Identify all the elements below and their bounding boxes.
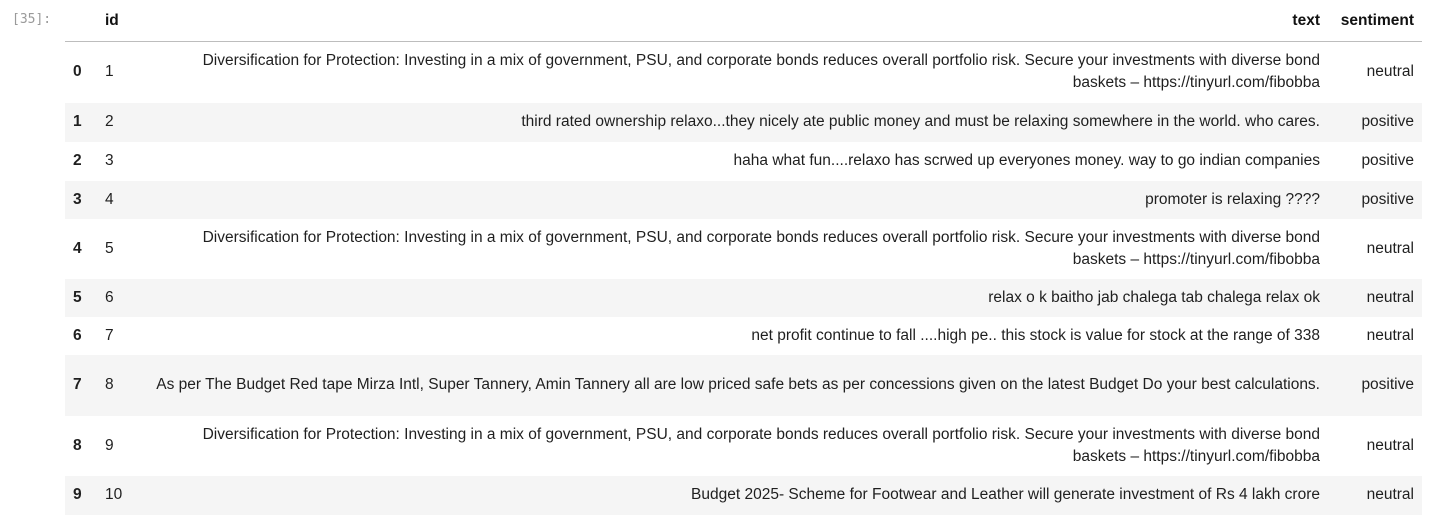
row-index: 5 bbox=[73, 288, 82, 306]
column-header-sentiment: sentiment bbox=[1328, 0, 1422, 42]
cell-text: haha what fun....relaxo has scrwed up ev… bbox=[733, 152, 1320, 169]
cell-id: 9 bbox=[105, 436, 114, 454]
table-row: 9 10 Budget 2025- Scheme for Footwear an… bbox=[65, 475, 1422, 515]
table-row: 1 2 third rated ownership relaxo...they … bbox=[65, 102, 1422, 142]
column-header-index bbox=[65, 0, 97, 42]
cell-text: net profit continue to fall ....high pe.… bbox=[751, 326, 1320, 344]
execution-count-label: [35]: bbox=[12, 12, 52, 27]
table-row: 7 8 As per The Budget Red tape Mirza Int… bbox=[65, 354, 1422, 416]
row-index: 0 bbox=[73, 63, 82, 81]
cell-sentiment: neutral bbox=[1366, 486, 1414, 503]
table-header-row: id text sentiment bbox=[65, 0, 1422, 42]
cell-id: 2 bbox=[105, 113, 114, 130]
cell-sentiment: positive bbox=[1361, 376, 1414, 393]
cell-text: As per The Budget Red tape Mirza Intl, S… bbox=[156, 376, 1320, 393]
cell-text: promoter is relaxing ???? bbox=[1145, 190, 1320, 208]
table-row: 8 9 Diversification for Protection: Inve… bbox=[65, 415, 1422, 476]
table-row: 3 4 promoter is relaxing ???? positive bbox=[65, 180, 1422, 219]
cell-id: 3 bbox=[105, 152, 114, 169]
row-index: 6 bbox=[73, 326, 82, 344]
cell-sentiment: neutral bbox=[1366, 63, 1414, 81]
cell-sentiment: neutral bbox=[1366, 436, 1414, 454]
dataframe-table: id text sentiment 0 1 Diversification fo… bbox=[65, 0, 1422, 515]
row-index: 8 bbox=[73, 436, 82, 454]
row-index: 3 bbox=[73, 190, 82, 208]
row-index: 7 bbox=[73, 376, 82, 393]
row-index: 1 bbox=[73, 113, 82, 130]
dataframe-output: id text sentiment 0 1 Diversification fo… bbox=[65, 0, 1422, 515]
cell-text: relax o k baitho jab chalega tab chalega… bbox=[988, 288, 1320, 306]
cell-sentiment: positive bbox=[1361, 152, 1414, 169]
table-row: 5 6 relax o k baitho jab chalega tab cha… bbox=[65, 278, 1422, 317]
cell-id: 8 bbox=[105, 376, 114, 393]
table-row: 0 1 Diversification for Protection: Inve… bbox=[65, 41, 1422, 103]
table-row: 2 3 haha what fun....relaxo has scrwed u… bbox=[65, 141, 1422, 181]
cell-text: Diversification for Protection: Investin… bbox=[202, 228, 1320, 268]
cell-sentiment: neutral bbox=[1366, 288, 1414, 306]
table-row: 6 7 net profit continue to fall ....high… bbox=[65, 316, 1422, 355]
cell-id: 10 bbox=[105, 486, 123, 503]
cell-text: third rated ownership relaxo...they nice… bbox=[521, 113, 1320, 130]
table-row: 4 5 Diversification for Protection: Inve… bbox=[65, 218, 1422, 279]
cell-sentiment: neutral bbox=[1366, 326, 1414, 344]
cell-id: 6 bbox=[105, 288, 114, 306]
cell-id: 5 bbox=[105, 239, 114, 257]
column-header-id: id bbox=[97, 0, 147, 42]
cell-text: Budget 2025- Scheme for Footwear and Lea… bbox=[691, 486, 1320, 503]
row-index: 2 bbox=[73, 152, 82, 169]
cell-sentiment: neutral bbox=[1366, 239, 1414, 257]
cell-text: Diversification for Protection: Investin… bbox=[202, 425, 1320, 465]
row-index: 4 bbox=[73, 239, 82, 257]
cell-id: 7 bbox=[105, 326, 114, 344]
cell-sentiment: positive bbox=[1361, 190, 1414, 208]
row-index: 9 bbox=[73, 486, 82, 503]
cell-id: 1 bbox=[105, 63, 114, 81]
cell-id: 4 bbox=[105, 190, 114, 208]
column-header-text: text bbox=[147, 0, 1328, 42]
cell-text: Diversification for Protection: Investin… bbox=[202, 52, 1320, 92]
cell-sentiment: positive bbox=[1361, 113, 1414, 130]
